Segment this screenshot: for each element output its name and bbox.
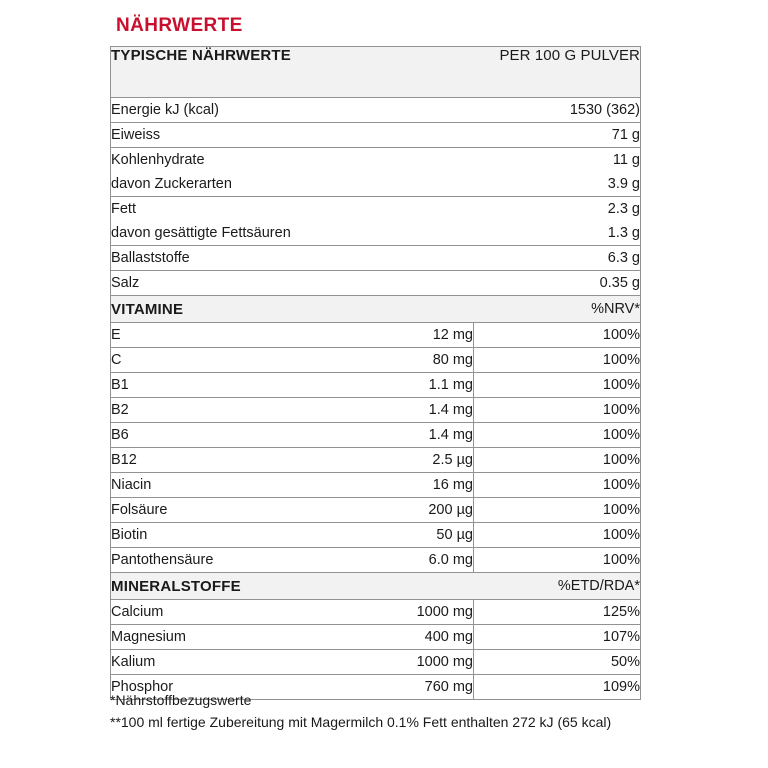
section-unit: %NRV*	[365, 295, 641, 323]
row-amount: 6.0 mg	[365, 547, 474, 573]
row-value: 71 g	[365, 122, 641, 148]
row-label: Energie kJ (kcal)	[110, 97, 366, 123]
row-value: 1.3 g	[365, 221, 641, 246]
footnotes: *Nährstoffbezugswerte **100 ml fertige Z…	[110, 690, 710, 733]
row-amount: 16 mg	[365, 472, 474, 498]
row-label: Salz	[110, 270, 366, 296]
table-row: Ballaststoffe 6.3 g	[110, 245, 641, 271]
section-header-vitamine: VITAMINE %NRV*	[110, 295, 641, 323]
row-label: Niacin	[110, 472, 366, 498]
table-body: TYPISCHE NÄHRWERTE PER 100 G PULVER Ener…	[110, 46, 641, 700]
row-value: 2.3 g	[365, 196, 641, 221]
row-label: B2	[110, 397, 366, 423]
footnote-preparation: **100 ml fertige Zubereitung mit Magermi…	[110, 713, 612, 730]
row-amount: 1000 mg	[365, 649, 474, 675]
row-label: Biotin	[110, 522, 366, 548]
row-pct: 100%	[473, 347, 641, 373]
footnote-nrv: *Nährstoffbezugswerte	[110, 692, 252, 708]
row-label: davon Zuckerarten	[110, 172, 366, 197]
table-row: E 12 mg 100%	[110, 322, 641, 348]
section-header-mineralstoffe: MINERALSTOFFE %ETD/RDA*	[110, 572, 641, 600]
section-label: VITAMINE	[110, 295, 366, 323]
row-label: Kohlenhydrate	[110, 147, 366, 172]
nutrition-table: TYPISCHE NÄHRWERTE PER 100 G PULVER Ener…	[110, 46, 641, 700]
table-header-unit: PER 100 G PULVER	[365, 46, 641, 98]
section-unit: %ETD/RDA*	[365, 572, 641, 600]
table-row: Calcium 1000 mg 125%	[110, 599, 641, 625]
row-pct: 100%	[473, 547, 641, 573]
row-label: Magnesium	[110, 624, 366, 650]
table-row: Biotin 50 µg 100%	[110, 522, 641, 548]
row-pct: 109%	[473, 674, 641, 700]
table-row: Pantothensäure 6.0 mg 100%	[110, 547, 641, 573]
table-row-sub: davon Zuckerarten 3.9 g	[110, 172, 641, 197]
row-label: Fett	[110, 196, 366, 221]
row-label: davon gesättigte Fettsäuren	[110, 221, 366, 246]
row-amount: 400 mg	[365, 624, 474, 650]
row-pct: 100%	[473, 322, 641, 348]
row-amount: 200 µg	[365, 497, 474, 523]
table-header-label: TYPISCHE NÄHRWERTE	[110, 46, 366, 98]
page-title: NÄHRWERTE	[116, 15, 243, 36]
row-pct: 125%	[473, 599, 641, 625]
row-value: 11 g	[365, 147, 641, 172]
row-label: C	[110, 347, 366, 373]
row-pct: 100%	[473, 522, 641, 548]
table-row: Kalium 1000 mg 50%	[110, 649, 641, 675]
row-amount: 1.4 mg	[365, 397, 474, 423]
row-amount: 760 mg	[365, 674, 474, 700]
row-pct: 100%	[473, 397, 641, 423]
row-label: Kalium	[110, 649, 366, 675]
row-amount: 80 mg	[365, 347, 474, 373]
row-label: Phosphor	[110, 674, 366, 700]
table-row-sub: davon gesättigte Fettsäuren 1.3 g	[110, 221, 641, 246]
row-pct: 100%	[473, 472, 641, 498]
row-label: Ballaststoffe	[110, 245, 366, 271]
row-pct: 100%	[473, 422, 641, 448]
row-value: 0.35 g	[365, 270, 641, 296]
row-label: Pantothensäure	[110, 547, 366, 573]
table-row: B1 1.1 mg 100%	[110, 372, 641, 398]
row-amount: 1000 mg	[365, 599, 474, 625]
row-label: B1	[110, 372, 366, 398]
row-amount: 2.5 µg	[365, 447, 474, 473]
row-amount: 1.1 mg	[365, 372, 474, 398]
row-pct: 100%	[473, 372, 641, 398]
row-value: 3.9 g	[365, 172, 641, 197]
row-amount: 50 µg	[365, 522, 474, 548]
row-label: Eiweiss	[110, 122, 366, 148]
row-amount: 1.4 mg	[365, 422, 474, 448]
row-label: E	[110, 322, 366, 348]
row-value: 1530 (362)	[365, 97, 641, 123]
table-header-row: TYPISCHE NÄHRWERTE PER 100 G PULVER	[110, 46, 641, 98]
table-row: Phosphor 760 mg 109%	[110, 674, 641, 700]
table-row: B6 1.4 mg 100%	[110, 422, 641, 448]
row-label: Folsäure	[110, 497, 366, 523]
row-pct: 107%	[473, 624, 641, 650]
row-amount: 12 mg	[365, 322, 474, 348]
row-pct: 50%	[473, 649, 641, 675]
row-label: B12	[110, 447, 366, 473]
table-row: B12 2.5 µg 100%	[110, 447, 641, 473]
row-label: Calcium	[110, 599, 366, 625]
row-pct: 100%	[473, 497, 641, 523]
table-row: Magnesium 400 mg 107%	[110, 624, 641, 650]
table-row: Niacin 16 mg 100%	[110, 472, 641, 498]
table-row: C 80 mg 100%	[110, 347, 641, 373]
table-row: Kohlenhydrate 11 g	[110, 147, 641, 172]
table-row: Eiweiss 71 g	[110, 122, 641, 148]
row-label: B6	[110, 422, 366, 448]
row-pct: 100%	[473, 447, 641, 473]
table-row: Folsäure 200 µg 100%	[110, 497, 641, 523]
table-row: Energie kJ (kcal) 1530 (362)	[110, 97, 641, 123]
row-value: 6.3 g	[365, 245, 641, 271]
table-row: Salz 0.35 g	[110, 270, 641, 296]
table-row: Fett 2.3 g	[110, 196, 641, 221]
table-row: B2 1.4 mg 100%	[110, 397, 641, 423]
section-label: MINERALSTOFFE	[110, 572, 366, 600]
